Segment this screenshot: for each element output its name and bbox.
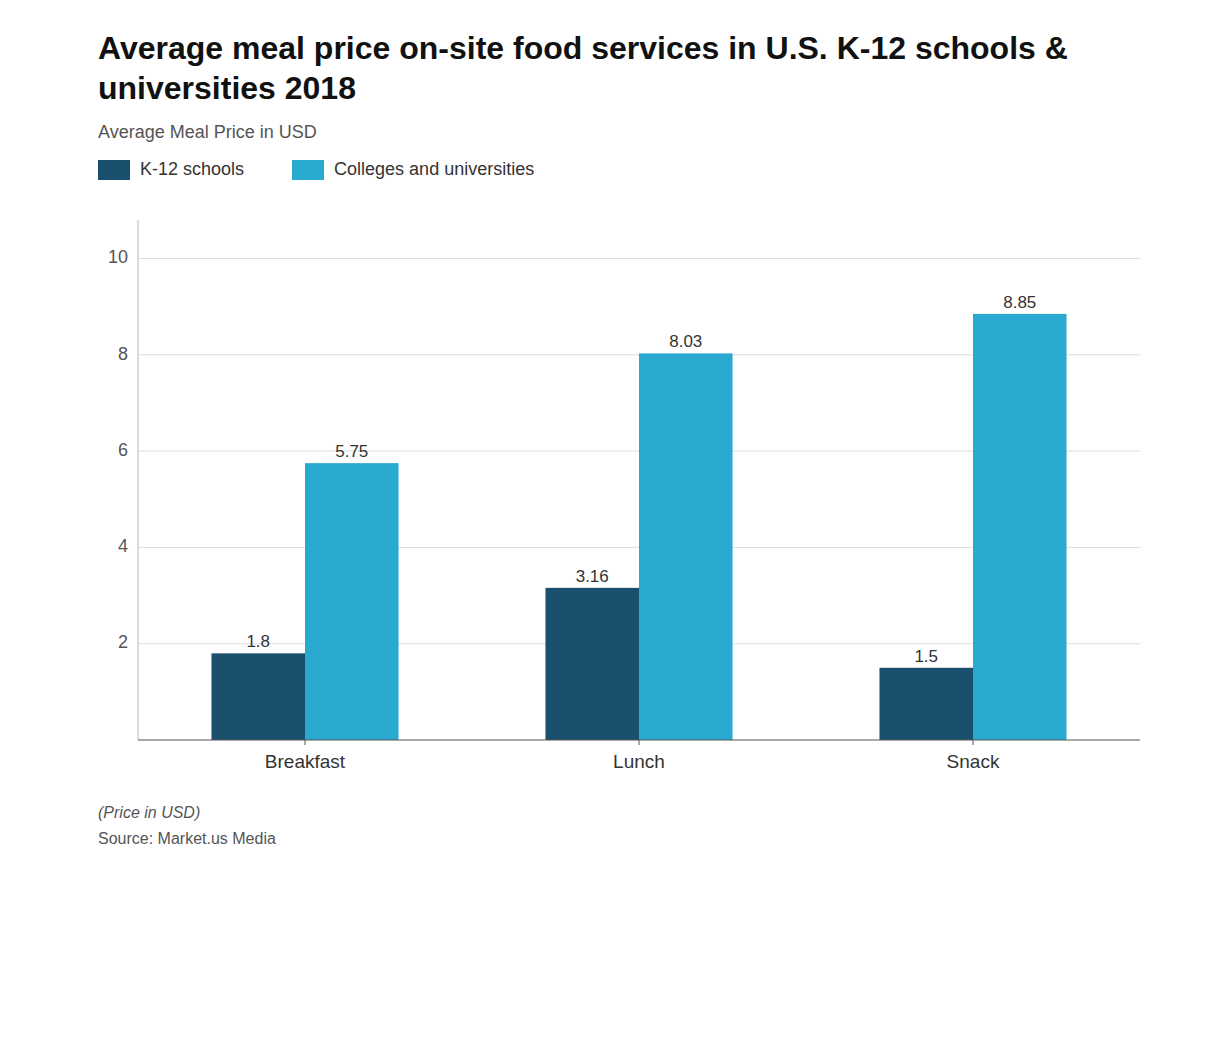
bar xyxy=(211,653,305,740)
data-label: 8.03 xyxy=(669,332,702,351)
legend-item: Colleges and universities xyxy=(292,159,534,180)
legend-label: K-12 schools xyxy=(140,159,244,180)
y-tick-label: 10 xyxy=(108,247,128,267)
x-tick xyxy=(639,740,640,745)
y-tick-label: 6 xyxy=(118,440,128,460)
bar xyxy=(305,463,399,740)
x-tick-label: Lunch xyxy=(613,751,665,772)
plot-container: 2 4 6 8 10 1.8 3.16 1.5 5.75 8.03 8.85 Breakfast Lun… xyxy=(98,190,1160,794)
x-tick xyxy=(973,740,974,745)
note: (Price in USD) xyxy=(98,800,1160,826)
subtitle: Average Meal Price in USD xyxy=(98,122,1160,143)
chart: 2 4 6 8 10 1.8 3.16 1.5 5.75 8.03 8.85 Breakfast Lun… xyxy=(98,190,1160,790)
bar xyxy=(545,588,639,740)
page: {"chart_data": {"type": "bar", "title": … xyxy=(0,0,1220,1042)
y-tick-label: 4 xyxy=(118,536,128,556)
bar xyxy=(973,314,1067,740)
bars xyxy=(211,314,1066,740)
x-tick xyxy=(305,740,306,745)
y-tick-label: 2 xyxy=(118,632,128,652)
data-labels: 1.8 3.16 1.5 5.75 8.03 8.85 xyxy=(246,293,1036,666)
x-tick-label: Snack xyxy=(947,751,1000,772)
data-label: 1.8 xyxy=(246,632,270,651)
y-tick-label: 8 xyxy=(118,344,128,364)
chart-container: Average meal price on-site food services… xyxy=(0,0,1220,1042)
legend-item: K-12 schools xyxy=(98,159,244,180)
data-label: 3.16 xyxy=(576,567,609,586)
y-axis-line xyxy=(138,220,139,740)
x-tick-label: Breakfast xyxy=(265,751,346,772)
data-label: 5.75 xyxy=(335,442,368,461)
legend-swatch xyxy=(292,160,324,180)
legend-label: Colleges and universities xyxy=(334,159,534,180)
title: Average meal price on-site food services… xyxy=(98,28,1138,108)
source: Source: Market.us Media xyxy=(98,826,1160,852)
legend: K-12 schools Colleges and universities xyxy=(98,159,1160,180)
bar xyxy=(639,353,733,740)
bar xyxy=(879,668,973,740)
legend-swatch xyxy=(98,160,130,180)
grid-line xyxy=(138,258,1140,259)
data-label: 8.85 xyxy=(1003,293,1036,312)
data-label: 1.5 xyxy=(914,647,938,666)
footer: (Price in USD)Source: Market.us Media xyxy=(98,800,1160,851)
